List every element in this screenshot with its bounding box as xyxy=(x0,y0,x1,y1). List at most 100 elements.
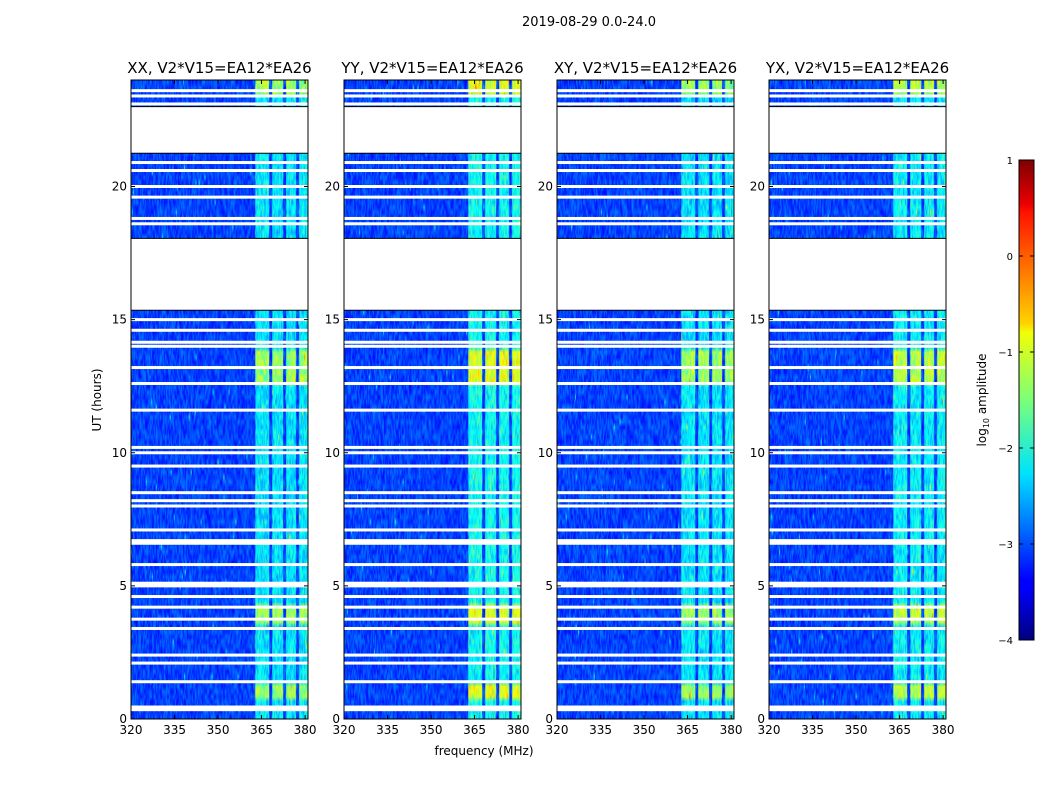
y-tick-label: 5 xyxy=(119,579,127,593)
no-data-gap xyxy=(557,106,734,154)
x-tick-label: 335 xyxy=(801,723,824,737)
y-tick-label: 10 xyxy=(750,446,765,460)
y-tick-label: 5 xyxy=(757,579,765,593)
flagged-row xyxy=(131,464,308,468)
panel-title: XX, V2*V15=EA12*EA26 xyxy=(127,59,311,77)
y-tick-label: 20 xyxy=(538,180,553,194)
flagged-row xyxy=(769,382,946,386)
flagged-row xyxy=(131,169,308,173)
flagged-row xyxy=(557,89,734,93)
flagged-row xyxy=(769,340,946,344)
y-tick-label: 0 xyxy=(332,712,340,726)
flagged-row xyxy=(131,222,308,226)
x-tick-label: 380 xyxy=(720,723,743,737)
flagged-row xyxy=(131,216,308,220)
flagged-row xyxy=(344,445,521,449)
colorbar-tick-label: −1 xyxy=(998,348,1013,359)
panel-3: XY, V2*V15=EA12*EA26 320 335 350 365 380 0 5 10 1… xyxy=(538,59,743,737)
x-tick-label: 350 xyxy=(420,723,443,737)
flagged-row xyxy=(769,89,946,93)
flagged-row xyxy=(131,595,308,599)
flagged-row xyxy=(344,222,521,226)
flagged-row xyxy=(557,169,734,173)
flagged-row xyxy=(769,185,946,188)
flagged-row xyxy=(769,661,946,665)
flagged-row xyxy=(769,464,946,468)
flagged-row xyxy=(557,584,734,588)
flagged-row xyxy=(131,584,308,588)
y-tick-label: 0 xyxy=(757,712,765,726)
panel-title: YY, V2*V15=EA12*EA26 xyxy=(340,59,523,77)
flagged-row xyxy=(344,661,521,665)
flagged-row xyxy=(344,605,521,609)
flagged-row xyxy=(344,499,521,503)
y-tick-label: 10 xyxy=(538,446,553,460)
flagged-row xyxy=(769,705,946,709)
flagged-row xyxy=(769,499,946,503)
x-tick-label: 320 xyxy=(546,723,569,737)
flagged-row xyxy=(557,216,734,220)
flagged-row xyxy=(131,318,308,322)
flagged-row xyxy=(557,102,734,106)
y-tick-label: 10 xyxy=(112,446,127,460)
flagged-row xyxy=(131,528,308,532)
y-tick-label: 15 xyxy=(112,313,127,327)
flagged-row xyxy=(344,94,521,98)
x-tick-label: 380 xyxy=(507,723,530,737)
flagged-row xyxy=(557,705,734,709)
x-tick-label: 365 xyxy=(888,723,911,737)
panels: XX, V2*V15=EA12*EA26 320 335 350 365 380 0 5 10 1… xyxy=(112,59,955,737)
no-data-gap xyxy=(769,106,946,154)
colorbar-gradient xyxy=(1018,159,1035,641)
flagged-row xyxy=(557,328,734,332)
flagged-row xyxy=(557,504,734,508)
flagged-row xyxy=(557,408,734,412)
flagged-row xyxy=(344,541,521,545)
flagged-row xyxy=(557,464,734,468)
flagged-row xyxy=(769,451,946,455)
x-tick-label: 335 xyxy=(589,723,612,737)
flagged-row xyxy=(769,94,946,98)
x-tick-label: 380 xyxy=(294,723,317,737)
flagged-row xyxy=(131,617,308,621)
flagged-row xyxy=(131,499,308,503)
no-data-gap xyxy=(557,238,734,311)
x-tick-label: 365 xyxy=(676,723,699,737)
flagged-row xyxy=(557,344,734,348)
flagged-row xyxy=(557,445,734,449)
flagged-row xyxy=(769,195,946,199)
plot-frame xyxy=(556,79,735,720)
flagged-row xyxy=(344,169,521,173)
spectrogram-image xyxy=(769,80,946,719)
flagged-row xyxy=(769,102,946,106)
flagged-row xyxy=(131,344,308,348)
flagged-row xyxy=(557,94,734,98)
flagged-row xyxy=(131,102,308,106)
flagged-row xyxy=(131,504,308,508)
flagged-row xyxy=(344,563,521,567)
flagged-row xyxy=(344,584,521,588)
flagged-row xyxy=(344,708,521,712)
colorbar-tick-label: −3 xyxy=(998,540,1013,551)
flagged-row xyxy=(557,653,734,657)
flagged-row xyxy=(557,595,734,599)
flagged-row xyxy=(557,499,734,503)
flagged-row xyxy=(131,581,308,585)
no-data-gap xyxy=(344,238,521,311)
colorbar-tick-label: −2 xyxy=(998,444,1013,455)
x-tick-label: 320 xyxy=(120,723,143,737)
flagged-row xyxy=(557,539,734,543)
flagged-row xyxy=(769,344,946,348)
flagged-row xyxy=(131,708,308,712)
flagged-row xyxy=(769,161,946,165)
colorbar-tick-label: 0 xyxy=(1007,252,1013,263)
flagged-row xyxy=(557,617,734,621)
flagged-row xyxy=(344,89,521,93)
y-tick-label: 0 xyxy=(545,712,553,726)
x-tick-label: 335 xyxy=(163,723,186,737)
flagged-row xyxy=(557,222,734,226)
x-tick-label: 320 xyxy=(333,723,356,737)
flagged-row xyxy=(344,491,521,495)
flagged-row xyxy=(344,595,521,599)
